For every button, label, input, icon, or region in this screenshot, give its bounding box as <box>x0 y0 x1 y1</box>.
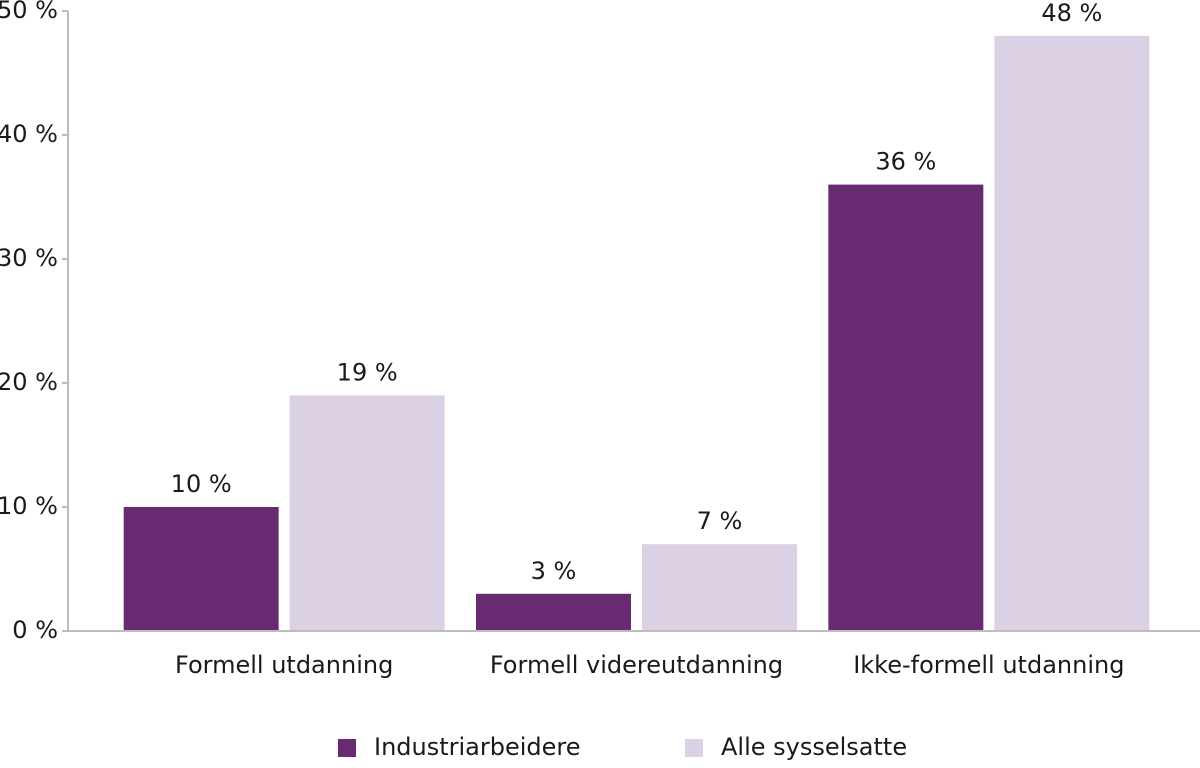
x-tick-label: Formell utdanning <box>175 651 393 679</box>
bar <box>476 593 631 631</box>
x-tick-label: Ikke-formell utdanning <box>853 651 1124 679</box>
x-tick-label: Formell videreutdanning <box>490 651 783 679</box>
legend-label: Alle sysselsatte <box>721 733 907 761</box>
value-label: 10 % <box>171 470 232 498</box>
value-label: 19 % <box>337 358 398 386</box>
bar <box>828 184 984 631</box>
legend-swatch <box>338 739 356 757</box>
bar <box>642 544 797 631</box>
value-label: 36 % <box>875 148 936 176</box>
y-tick-label: 40 % <box>0 120 58 148</box>
y-tick-label: 20 % <box>0 368 58 396</box>
value-label: 3 % <box>531 557 577 585</box>
legend-label: Industriarbeidere <box>374 733 581 761</box>
legend-swatch <box>685 739 703 757</box>
value-label: 48 % <box>1041 0 1102 27</box>
y-tick-label: 30 % <box>0 244 58 272</box>
y-tick-label: 50 % <box>0 0 58 24</box>
value-label: 7 % <box>697 507 743 535</box>
y-tick-label: 0 % <box>12 616 58 644</box>
bar <box>994 35 1150 632</box>
bar <box>289 395 445 631</box>
bar <box>123 507 279 631</box>
y-tick-label: 10 % <box>0 492 58 520</box>
